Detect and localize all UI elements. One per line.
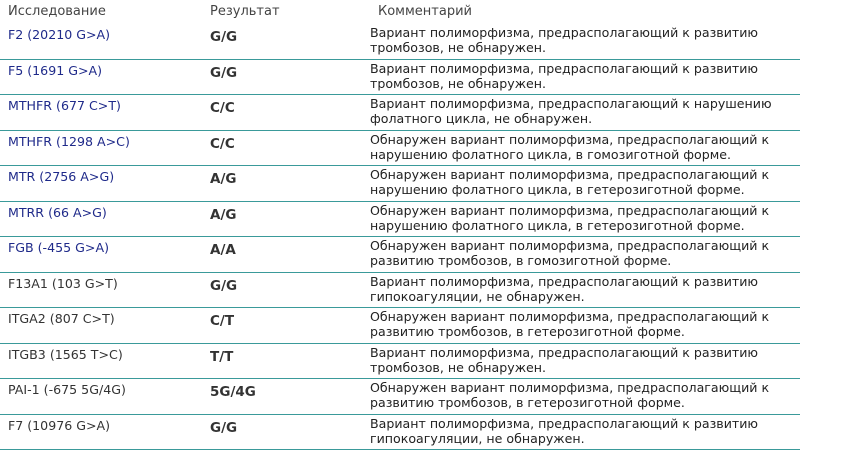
comment: Вариант полиморфизма, предрасполагающий … [370,96,772,126]
header: Результат [210,4,280,19]
comment: Вариант полиморфизма, предрасполагающий … [370,345,758,375]
comment: Вариант полиморфизма, предрасполагающий … [370,416,758,446]
result: A/G [210,206,237,223]
comment: Вариант полиморфизма, предрасполагающий … [370,61,758,91]
comment-line: Обнаружен вариант полиморфизма, предрасп… [370,131,770,147]
comment-line: Вариант полиморфизма, предрасполагающий … [370,273,759,289]
comment: Обнаружен вариант полиморфизма, предрасп… [370,380,769,410]
comment-line: Обнаружен вариант полиморфизма, предрасп… [370,380,770,395]
table-row: ITGB3 (1565 T>C) T/T Вариант полиморфизма,… [0,343,800,379]
comment-line: тромбозов, не обнаружен. [370,359,547,375]
comment: Обнаружен вариант полиморфизма, предрасп… [370,238,769,268]
test-name: MTHFR (677 C>T) [8,98,121,113]
comment: Обнаружен вариант полиморфизма, предрасп… [370,309,769,339]
table-row: MTHFR (677 C>T) C/C Вариант полиморфизма, … [0,94,800,131]
test-name: F5 (1691 G>A) [8,62,103,78]
comment-line: гипокоагуляции, не обнаружен. [370,430,585,446]
comment-line: развитию тромбозов, в гетерозиготной фор… [370,395,685,410]
table-row: MTRR (66 A>G) A/G Обнаружен вариант полимо… [0,201,800,237]
header: Исследование [8,4,106,19]
test-name: PAI-1 (-675 5G/4G) [8,382,126,397]
comment-line: развитию тромбозов, в гетерозиготной фор… [370,324,685,339]
result: C/C [210,100,235,116]
test-name: F2 (20210 G>A) [8,27,111,42]
test-name: ITGB3 (1565 T>C) [8,346,123,362]
comment-line: Вариант полиморфизма, предрасполагающий … [370,96,772,111]
header: Комментарий [378,4,472,19]
comment-line: фолатного цикла, не обнаружен. [370,111,593,126]
table-row: FGB (-455 G>A) A/A Обнаружен вариант полим… [0,236,800,273]
comment-line: Вариант полиморфизма, предрасполагающий … [370,60,759,76]
result: G/G [210,419,238,436]
comment: Вариант полиморфизма, предрасполагающий … [370,25,758,55]
comment-line: нарушению фолатного цикла, в гетерозигот… [370,217,745,233]
comment-line: Обнаружен вариант полиморфизма, предрасп… [370,202,770,218]
result: C/C [210,135,235,152]
comment-line: тромбозов, не обнаружен. [370,40,547,55]
comment-line: Вариант полиморфизма, предрасполагающий … [370,25,759,40]
test-name: FGB (-455 G>A) [8,240,109,255]
result: G/G [210,29,238,45]
test-name: MTHFR (1298 A>C) [8,133,130,149]
test-name: F7 (10976 G>A) [8,417,111,433]
result: C/T [210,313,235,329]
result: G/G [210,277,238,294]
comment-line: Вариант полиморфизма, предрасполагающий … [370,415,759,431]
comment-line: тромбозов, не обнаружен. [370,75,547,91]
test-name: MTRR (66 A>G) [8,204,107,220]
result: G/G [210,64,238,81]
comment-line: нарушению фолатного цикла, в гетерозигот… [370,182,745,197]
table-row: MTHFR (1298 A>C) C/C Обнаружен вариант пол… [0,130,800,166]
result: T/T [210,348,234,365]
table-row: F13A1 (103 G>T) G/G Вариант полиморфизма, … [0,272,800,308]
table-row: F5 (1691 G>A) G/G Вариант полиморфизма, пр… [0,59,800,95]
comment-line: Вариант полиморфизма, предрасполагающий … [370,344,759,360]
comment: Обнаружен вариант полиморфизма, предрасп… [370,203,769,233]
comment: Вариант полиморфизма, предрасполагающий … [370,274,758,304]
test-name: ITGA2 (807 C>T) [8,311,115,326]
comment-line: развитию тромбозов, в гомозиготной форме… [370,253,672,268]
result: A/A [210,242,236,258]
table-row: PAI-1 (-675 5G/4G) 5G/4G Обнаружен вариант… [0,378,800,415]
comment-line: Обнаружен вариант полиморфизма, предрасп… [370,167,770,182]
table-row: MTR (2756 A>G) A/G Обнаружен вариант полим… [0,165,800,202]
comment: Обнаружен вариант полиморфизма, предрасп… [370,167,769,197]
table-row: F7 (10976 G>A) G/G Вариант полиморфизма, п… [0,414,800,450]
table-row: ITGA2 (807 C>T) C/T Обнаружен вариант поли… [0,307,800,344]
table-row: F2 (20210 G>A) G/G Вариант полиморфизма, п… [0,23,800,60]
comment: Обнаружен вариант полиморфизма, предрасп… [370,132,769,162]
comment-line: Обнаружен вариант полиморфизма, предрасп… [370,309,770,324]
test-name: F13A1 (103 G>T) [8,275,118,291]
comment-line: нарушению фолатного цикла, в гомозиготно… [370,146,732,162]
result: A/G [210,171,237,187]
comment-line: Обнаружен вариант полиморфизма, предрасп… [370,238,770,253]
result: 5G/4G [210,384,256,400]
test-name: MTR (2756 A>G) [8,169,115,184]
comment-line: гипокоагуляции, не обнаружен. [370,288,585,304]
